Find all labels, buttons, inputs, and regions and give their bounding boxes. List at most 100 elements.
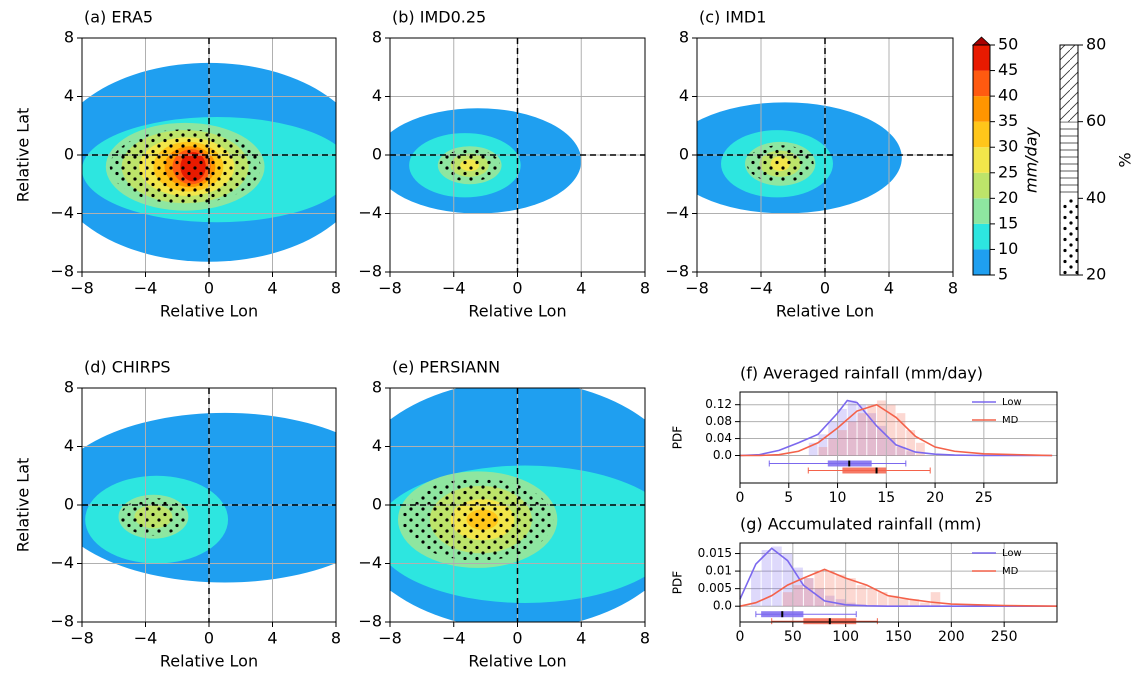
x-tick-label: −4 bbox=[442, 279, 466, 298]
histogram-bar bbox=[838, 430, 847, 456]
kde-line bbox=[740, 403, 1053, 457]
y-tick-label: 8 bbox=[64, 378, 74, 397]
axes-frame bbox=[81, 37, 337, 273]
histogram-bar bbox=[886, 404, 896, 456]
y-tick-label: 50 bbox=[998, 35, 1018, 54]
axes-frame bbox=[389, 37, 646, 273]
x-tick-label: 10 bbox=[829, 490, 847, 506]
x-tick-label: 4 bbox=[884, 279, 894, 298]
x-tick-label: 0 bbox=[204, 629, 214, 648]
colorbar-segment bbox=[973, 96, 990, 122]
hatchbar-label: % bbox=[1116, 152, 1133, 167]
y-tick-label: 8 bbox=[679, 28, 689, 47]
hatch-segment bbox=[1060, 198, 1078, 275]
x-tick-label: −8 bbox=[685, 279, 709, 298]
histogram-bar bbox=[835, 599, 846, 607]
colorbar-segment bbox=[973, 70, 990, 97]
y-tick-label: 25 bbox=[998, 162, 1018, 181]
x-axis-label: Relative Lon bbox=[160, 302, 258, 321]
axes-frame bbox=[739, 542, 1058, 623]
x-tick-label: −8 bbox=[378, 279, 402, 298]
histogram-bar bbox=[867, 588, 877, 607]
contour-field bbox=[390, 108, 582, 214]
y-tick-label: −4 bbox=[358, 553, 382, 572]
x-tick-label: 20 bbox=[926, 490, 944, 506]
histogram-bar bbox=[847, 400, 857, 456]
colorbar-segment bbox=[973, 249, 990, 275]
y-tick-label: −8 bbox=[665, 262, 689, 281]
x-tick-label: 8 bbox=[331, 279, 341, 298]
y-tick-label: 60 bbox=[1086, 111, 1106, 130]
y-tick-label: 0.12 bbox=[705, 397, 732, 411]
colorbar-extend bbox=[971, 36, 992, 46]
histogram-bar bbox=[888, 595, 898, 607]
x-tick-label: 4 bbox=[267, 629, 277, 648]
panel-title: (f) Averaged rainfall (mm/day) bbox=[740, 364, 983, 383]
histogram-bar bbox=[793, 585, 803, 607]
y-tick-label: −8 bbox=[358, 612, 382, 631]
y-tick-label: 0.08 bbox=[705, 414, 732, 428]
colorbar-segment bbox=[973, 147, 990, 173]
histogram-bar bbox=[793, 567, 803, 607]
x-tick-label: −8 bbox=[70, 629, 94, 648]
x-tick-label: 4 bbox=[576, 279, 586, 298]
y-tick-label: 0 bbox=[372, 495, 382, 514]
histogram-bar bbox=[896, 413, 906, 456]
histogram-bar bbox=[772, 546, 782, 607]
x-tick-label: 8 bbox=[640, 629, 650, 648]
histogram-bar bbox=[825, 595, 835, 607]
colorbar-segment bbox=[973, 198, 990, 224]
y-tick-label: 0.005 bbox=[698, 581, 732, 595]
x-tick-label: 0 bbox=[820, 279, 830, 298]
x-tick-label: 0 bbox=[736, 490, 745, 506]
colorbar-segment bbox=[973, 172, 990, 199]
histogram-bar bbox=[877, 400, 886, 456]
y-tick-label: 4 bbox=[372, 86, 382, 105]
x-tick-label: 8 bbox=[331, 629, 341, 648]
y-tick-label: −4 bbox=[358, 203, 382, 222]
histogram-bar bbox=[828, 421, 838, 456]
x-axis-label: Relative Lon bbox=[468, 652, 566, 671]
panel-title: (a) ERA5 bbox=[84, 8, 153, 27]
legend-label: MD bbox=[1002, 566, 1019, 577]
stipple bbox=[109, 129, 261, 204]
histogram-bar bbox=[856, 585, 867, 607]
histogram-bar bbox=[808, 442, 818, 456]
y-tick-label: 0.01 bbox=[705, 564, 732, 578]
x-tick-label: 5 bbox=[784, 490, 793, 506]
y-tick-label: 15 bbox=[998, 213, 1018, 232]
histogram-bar bbox=[930, 592, 941, 607]
histogram-bar bbox=[906, 451, 916, 456]
y-tick-label: 0.0 bbox=[713, 448, 732, 462]
y-tick-label: 40 bbox=[998, 86, 1018, 105]
histogram-bar bbox=[782, 553, 793, 607]
colorbar-segment bbox=[973, 45, 990, 71]
histogram-bar bbox=[867, 413, 877, 456]
histogram-bar bbox=[920, 602, 930, 607]
x-tick-label: 8 bbox=[948, 279, 958, 298]
histogram-bar bbox=[828, 438, 838, 456]
y-tick-label: 5 bbox=[998, 265, 1008, 284]
histogram-bar bbox=[782, 592, 793, 607]
histogram-bar bbox=[835, 574, 846, 607]
panel-title: (e) PERSIANN bbox=[392, 358, 500, 377]
panel-title: (b) IMD0.25 bbox=[392, 8, 486, 27]
histogram-bar bbox=[751, 571, 761, 607]
histogram-bar bbox=[814, 571, 825, 607]
y-tick-label: 8 bbox=[64, 28, 74, 47]
x-tick-label: 8 bbox=[640, 279, 650, 298]
x-tick-label: 15 bbox=[877, 490, 895, 506]
y-tick-label: 20 bbox=[998, 188, 1018, 207]
histogram-bar bbox=[899, 599, 909, 607]
x-tick-label: −4 bbox=[134, 279, 158, 298]
y-tick-label: 4 bbox=[64, 436, 74, 455]
y-tick-label: 45 bbox=[998, 60, 1018, 79]
y-tick-label: −4 bbox=[50, 553, 74, 572]
stipple bbox=[746, 145, 814, 183]
y-tick-label: 0 bbox=[372, 145, 382, 164]
legend-label: Low bbox=[1002, 397, 1022, 408]
legend-label: MD bbox=[1002, 415, 1019, 426]
histogram-bar bbox=[857, 404, 867, 456]
histogram-bar bbox=[916, 442, 925, 456]
y-tick-label: −4 bbox=[665, 203, 689, 222]
